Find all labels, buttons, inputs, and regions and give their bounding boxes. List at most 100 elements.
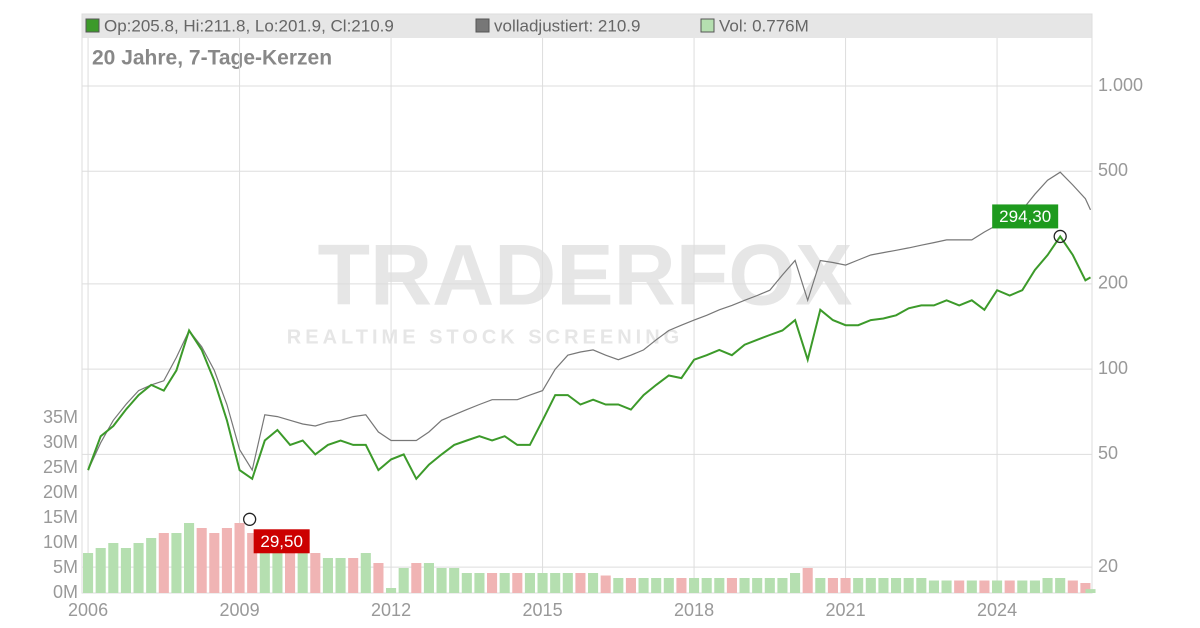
y-tick-label: 500	[1098, 160, 1128, 180]
volume-bar	[83, 553, 94, 593]
volume-bar	[171, 533, 182, 593]
volume-bar	[1017, 580, 1028, 593]
volume-bar	[752, 578, 763, 593]
y2-tick-label: 5M	[53, 557, 78, 577]
volume-bar	[600, 575, 611, 593]
volume-bar	[474, 573, 485, 593]
volume-bar	[285, 548, 296, 593]
volume-bar	[865, 578, 876, 593]
volume-bar	[1085, 589, 1096, 593]
y-tick-label: 50	[1098, 443, 1118, 463]
y2-tick-label: 15M	[43, 507, 78, 527]
x-tick-label: 2009	[220, 600, 260, 620]
volume-bar	[373, 563, 384, 593]
x-tick-label: 2006	[68, 600, 108, 620]
x-tick-label: 2024	[977, 600, 1017, 620]
volume-bar	[386, 588, 397, 593]
volume-bar	[663, 578, 674, 593]
volume-bar	[221, 528, 232, 593]
y-tick-label: 1.000	[1098, 75, 1143, 95]
volume-bar	[184, 523, 195, 593]
volume-bar	[512, 573, 523, 593]
volume-bar	[158, 533, 169, 593]
volume-bar	[840, 578, 851, 593]
volume-bar	[297, 553, 308, 593]
volume-bar	[613, 578, 624, 593]
volume-bar	[108, 543, 119, 593]
volume-bar	[234, 523, 245, 593]
volume-bar	[537, 573, 548, 593]
volume-bar	[764, 578, 775, 593]
volume-bar	[120, 548, 131, 593]
legend-bar	[82, 14, 1092, 38]
volume-bar	[247, 533, 258, 593]
y2-tick-label: 30M	[43, 432, 78, 452]
y2-tick-label: 25M	[43, 457, 78, 477]
y2-tick-label: 20M	[43, 482, 78, 502]
volume-bar	[360, 553, 371, 593]
legend-swatch	[85, 18, 100, 33]
volume-bar	[1067, 580, 1078, 593]
volume-bar	[916, 578, 927, 593]
volume-bar	[348, 558, 359, 593]
volume-bar	[802, 568, 813, 593]
volume-bar	[815, 578, 826, 593]
volume-bar	[638, 578, 649, 593]
volume-bar	[209, 533, 220, 593]
volume-bar	[196, 528, 207, 593]
watermark: TRADERFOX	[317, 228, 852, 324]
legend-label: volladjustiert: 210.9	[494, 16, 640, 35]
volume-bar	[625, 578, 636, 593]
volume-bar	[423, 563, 434, 593]
annotation-marker	[1053, 229, 1067, 244]
volume-bar	[701, 578, 712, 593]
x-tick-label: 2021	[826, 600, 866, 620]
volume-bar	[676, 578, 687, 593]
volume-bar	[853, 578, 864, 593]
volume-bar	[954, 580, 965, 593]
x-tick-label: 2015	[523, 600, 563, 620]
volume-bar	[487, 573, 498, 593]
legend-swatch	[700, 18, 715, 33]
y2-tick-label: 0M	[53, 582, 78, 602]
plot-frame	[81, 13, 1093, 594]
y-tick-label: 100	[1098, 358, 1128, 378]
volume-bar	[411, 563, 422, 593]
volume-bar	[146, 538, 157, 593]
legend-swatch	[475, 18, 490, 33]
volume-bar	[714, 578, 725, 593]
volume-bar	[928, 580, 939, 593]
volume-bar	[1055, 578, 1066, 593]
volume-bar	[575, 573, 586, 593]
annotation-label: 294,30	[999, 207, 1051, 226]
volume-bar	[739, 578, 750, 593]
volume-bar	[562, 573, 573, 593]
volume-bar	[689, 578, 700, 593]
chart-title: 20 Jahre, 7-Tage-Kerzen	[92, 47, 332, 70]
volume-bar	[878, 578, 889, 593]
volume-bar	[941, 580, 952, 593]
volume-bar	[436, 568, 447, 593]
volume-bar	[726, 578, 737, 593]
volume-bar	[903, 578, 914, 593]
annotation-box	[992, 204, 1059, 229]
volume-bar	[259, 543, 270, 593]
legend-label: Vol: 0.776M	[719, 16, 809, 35]
volume-bar	[272, 548, 283, 593]
volume-bar	[827, 578, 838, 593]
legend-label: Op:205.8, Hi:211.8, Lo:201.9, Cl:210.9	[104, 16, 394, 35]
volume-bar	[322, 558, 333, 593]
y2-tick-label: 35M	[43, 407, 78, 427]
volume-bar	[891, 578, 902, 593]
volume-bar	[790, 573, 801, 593]
volume-bar	[95, 548, 106, 593]
volume-bar	[1029, 580, 1040, 593]
volume-bar	[398, 568, 409, 593]
annotation-marker	[243, 512, 257, 526]
volume-bar	[310, 553, 321, 593]
volume-bar	[461, 573, 472, 593]
price-line	[87, 234, 1091, 481]
volume-bar	[777, 578, 788, 593]
